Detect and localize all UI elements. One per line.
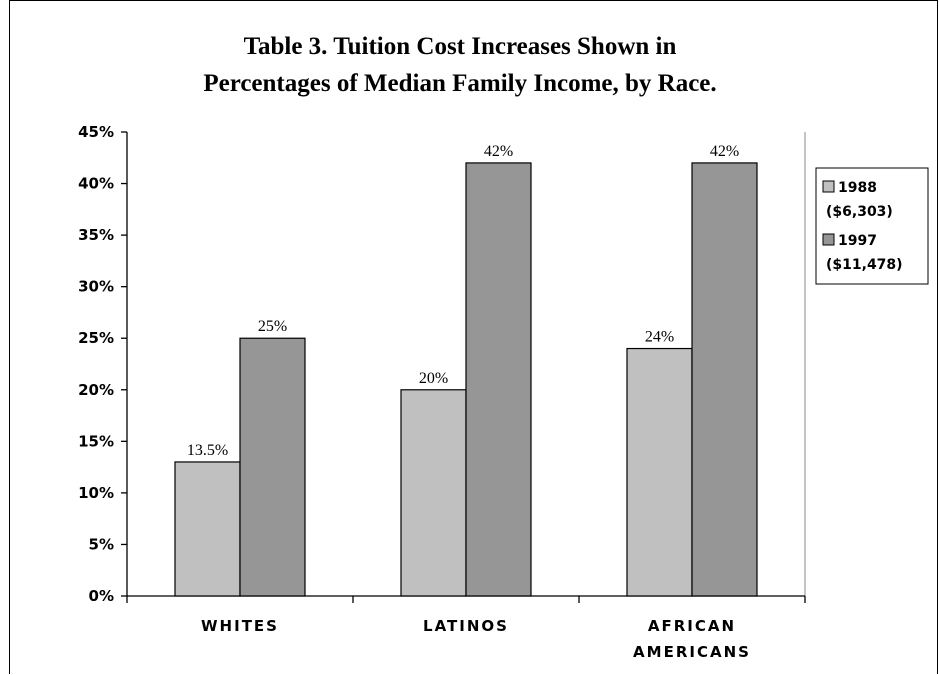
- legend: 1988 ($6,303) 1997 ($11,478): [815, 167, 929, 285]
- legend-swatch: [822, 180, 835, 193]
- data-label: 24%: [645, 329, 674, 346]
- data-label: 25%: [258, 318, 287, 335]
- legend-swatch: [822, 233, 835, 246]
- data-label: 20%: [419, 370, 448, 387]
- y-tick-label: 5%: [89, 535, 114, 553]
- data-label: 13.5%: [187, 442, 228, 459]
- bar: [465, 162, 532, 597]
- bar: [239, 337, 306, 597]
- bar: [174, 461, 241, 597]
- legend-entry-label: ($6,303): [826, 204, 893, 220]
- legend-entry-label: ($11,478): [826, 257, 903, 273]
- bar: [626, 347, 693, 597]
- y-tick-label: 30%: [78, 278, 114, 296]
- bar: [691, 162, 758, 597]
- plot-area: 0% 5% 10% 15% 20% 25% 30% 35% 40% 45% 13.5% 25% WHIT…: [78, 123, 806, 661]
- x-category-label: AFRICAN: [648, 617, 736, 635]
- y-tick-label: 25%: [78, 329, 114, 347]
- x-category-label: AMERICANS: [633, 643, 751, 661]
- legend-box: [815, 167, 929, 285]
- x-category-label: WHITES: [201, 617, 279, 635]
- legend-entry-label: 1988: [838, 180, 877, 196]
- data-label: 42%: [710, 143, 739, 160]
- y-tick-label: 15%: [78, 432, 114, 450]
- y-tick-label: 10%: [78, 484, 114, 502]
- y-tick-label: 45%: [78, 123, 114, 141]
- y-tick-label: 40%: [78, 175, 114, 193]
- y-tick-label: 0%: [89, 587, 114, 605]
- chart-frame: [9, 0, 938, 674]
- chart-title-line-1: Table 3. Tuition Cost Increases Shown in: [243, 33, 677, 60]
- bar: [400, 389, 467, 597]
- x-category-label: LATINOS: [423, 617, 509, 635]
- y-tick-label: 35%: [78, 226, 114, 244]
- y-tick-label: 20%: [78, 381, 114, 399]
- chart-title: Table 3. Tuition Cost Increases Shown in…: [100, 28, 820, 102]
- data-label: 42%: [484, 143, 513, 160]
- legend-entry-label: 1997: [838, 233, 877, 249]
- chart-title-line-2: Percentages of Median Family Income, by …: [203, 70, 717, 97]
